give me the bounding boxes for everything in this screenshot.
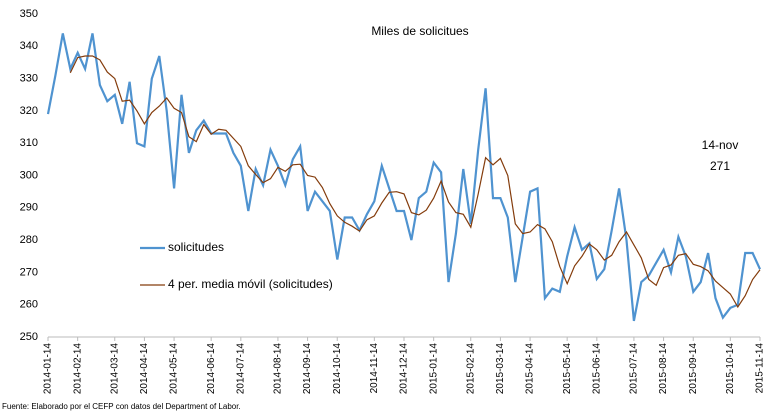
y-tick-label: 250 [20, 331, 38, 343]
legend-label: solicitudes [168, 240, 224, 254]
x-tick-label: 2014-02-14 [72, 343, 83, 395]
x-tick-label: 2014-08-14 [273, 343, 284, 395]
y-tick-label: 350 [20, 8, 38, 20]
x-tick-label: 2015-09-14 [688, 343, 699, 395]
x-tick-label: 2015-10-14 [725, 343, 736, 395]
y-tick-label: 270 [20, 266, 38, 278]
x-tick-label: 2015-11-14 [755, 343, 766, 394]
x-tick-label: 2015-03-14 [495, 343, 506, 395]
y-tick-label: 340 [20, 40, 38, 52]
x-tick-label: 2014-09-14 [302, 343, 313, 395]
x-tick-label: 2015-07-14 [629, 343, 640, 395]
y-tick-label: 320 [20, 105, 38, 117]
x-tick-label: 2014-12-14 [399, 343, 410, 395]
chart-title: Miles de solicitues [371, 24, 468, 38]
x-tick-label: 2014-01-14 [43, 343, 54, 395]
source-note: Fuente: Elaborado por el CEFP con datos … [2, 402, 241, 411]
x-tick-label: 2015-06-14 [591, 343, 602, 395]
legend-label: 4 per. media móvil (solicitudes) [168, 277, 333, 291]
x-tick-label: 2014-03-14 [109, 343, 120, 395]
series-line [69, 55, 761, 309]
x-tick-label: 2014-05-14 [169, 343, 180, 395]
series-line [46, 33, 762, 322]
x-tick-label: 2014-06-14 [206, 343, 217, 395]
x-tick-label: 2015-02-14 [465, 343, 476, 395]
x-tick-label: 2015-05-14 [562, 343, 573, 395]
y-tick-label: 280 [20, 234, 38, 246]
x-tick-label: 2015-08-14 [658, 343, 669, 395]
y-tick-label: 290 [20, 202, 38, 214]
x-tick-label: 2014-11-14 [369, 343, 380, 394]
y-tick-label: 300 [20, 169, 38, 181]
y-tick-label: 330 [20, 73, 38, 85]
y-tick-label: 260 [20, 299, 38, 311]
x-tick-label: 2015-04-14 [525, 343, 536, 395]
y-tick-label: 310 [20, 137, 38, 149]
x-tick-label: 2014-04-14 [139, 343, 150, 395]
annotation: 14-nov [702, 138, 739, 152]
x-tick-label: 2014-10-14 [332, 343, 343, 395]
x-tick-label: 2015-01-14 [428, 343, 439, 395]
x-tick-label: 2014-07-14 [235, 343, 246, 395]
annotation: 271 [710, 159, 730, 173]
